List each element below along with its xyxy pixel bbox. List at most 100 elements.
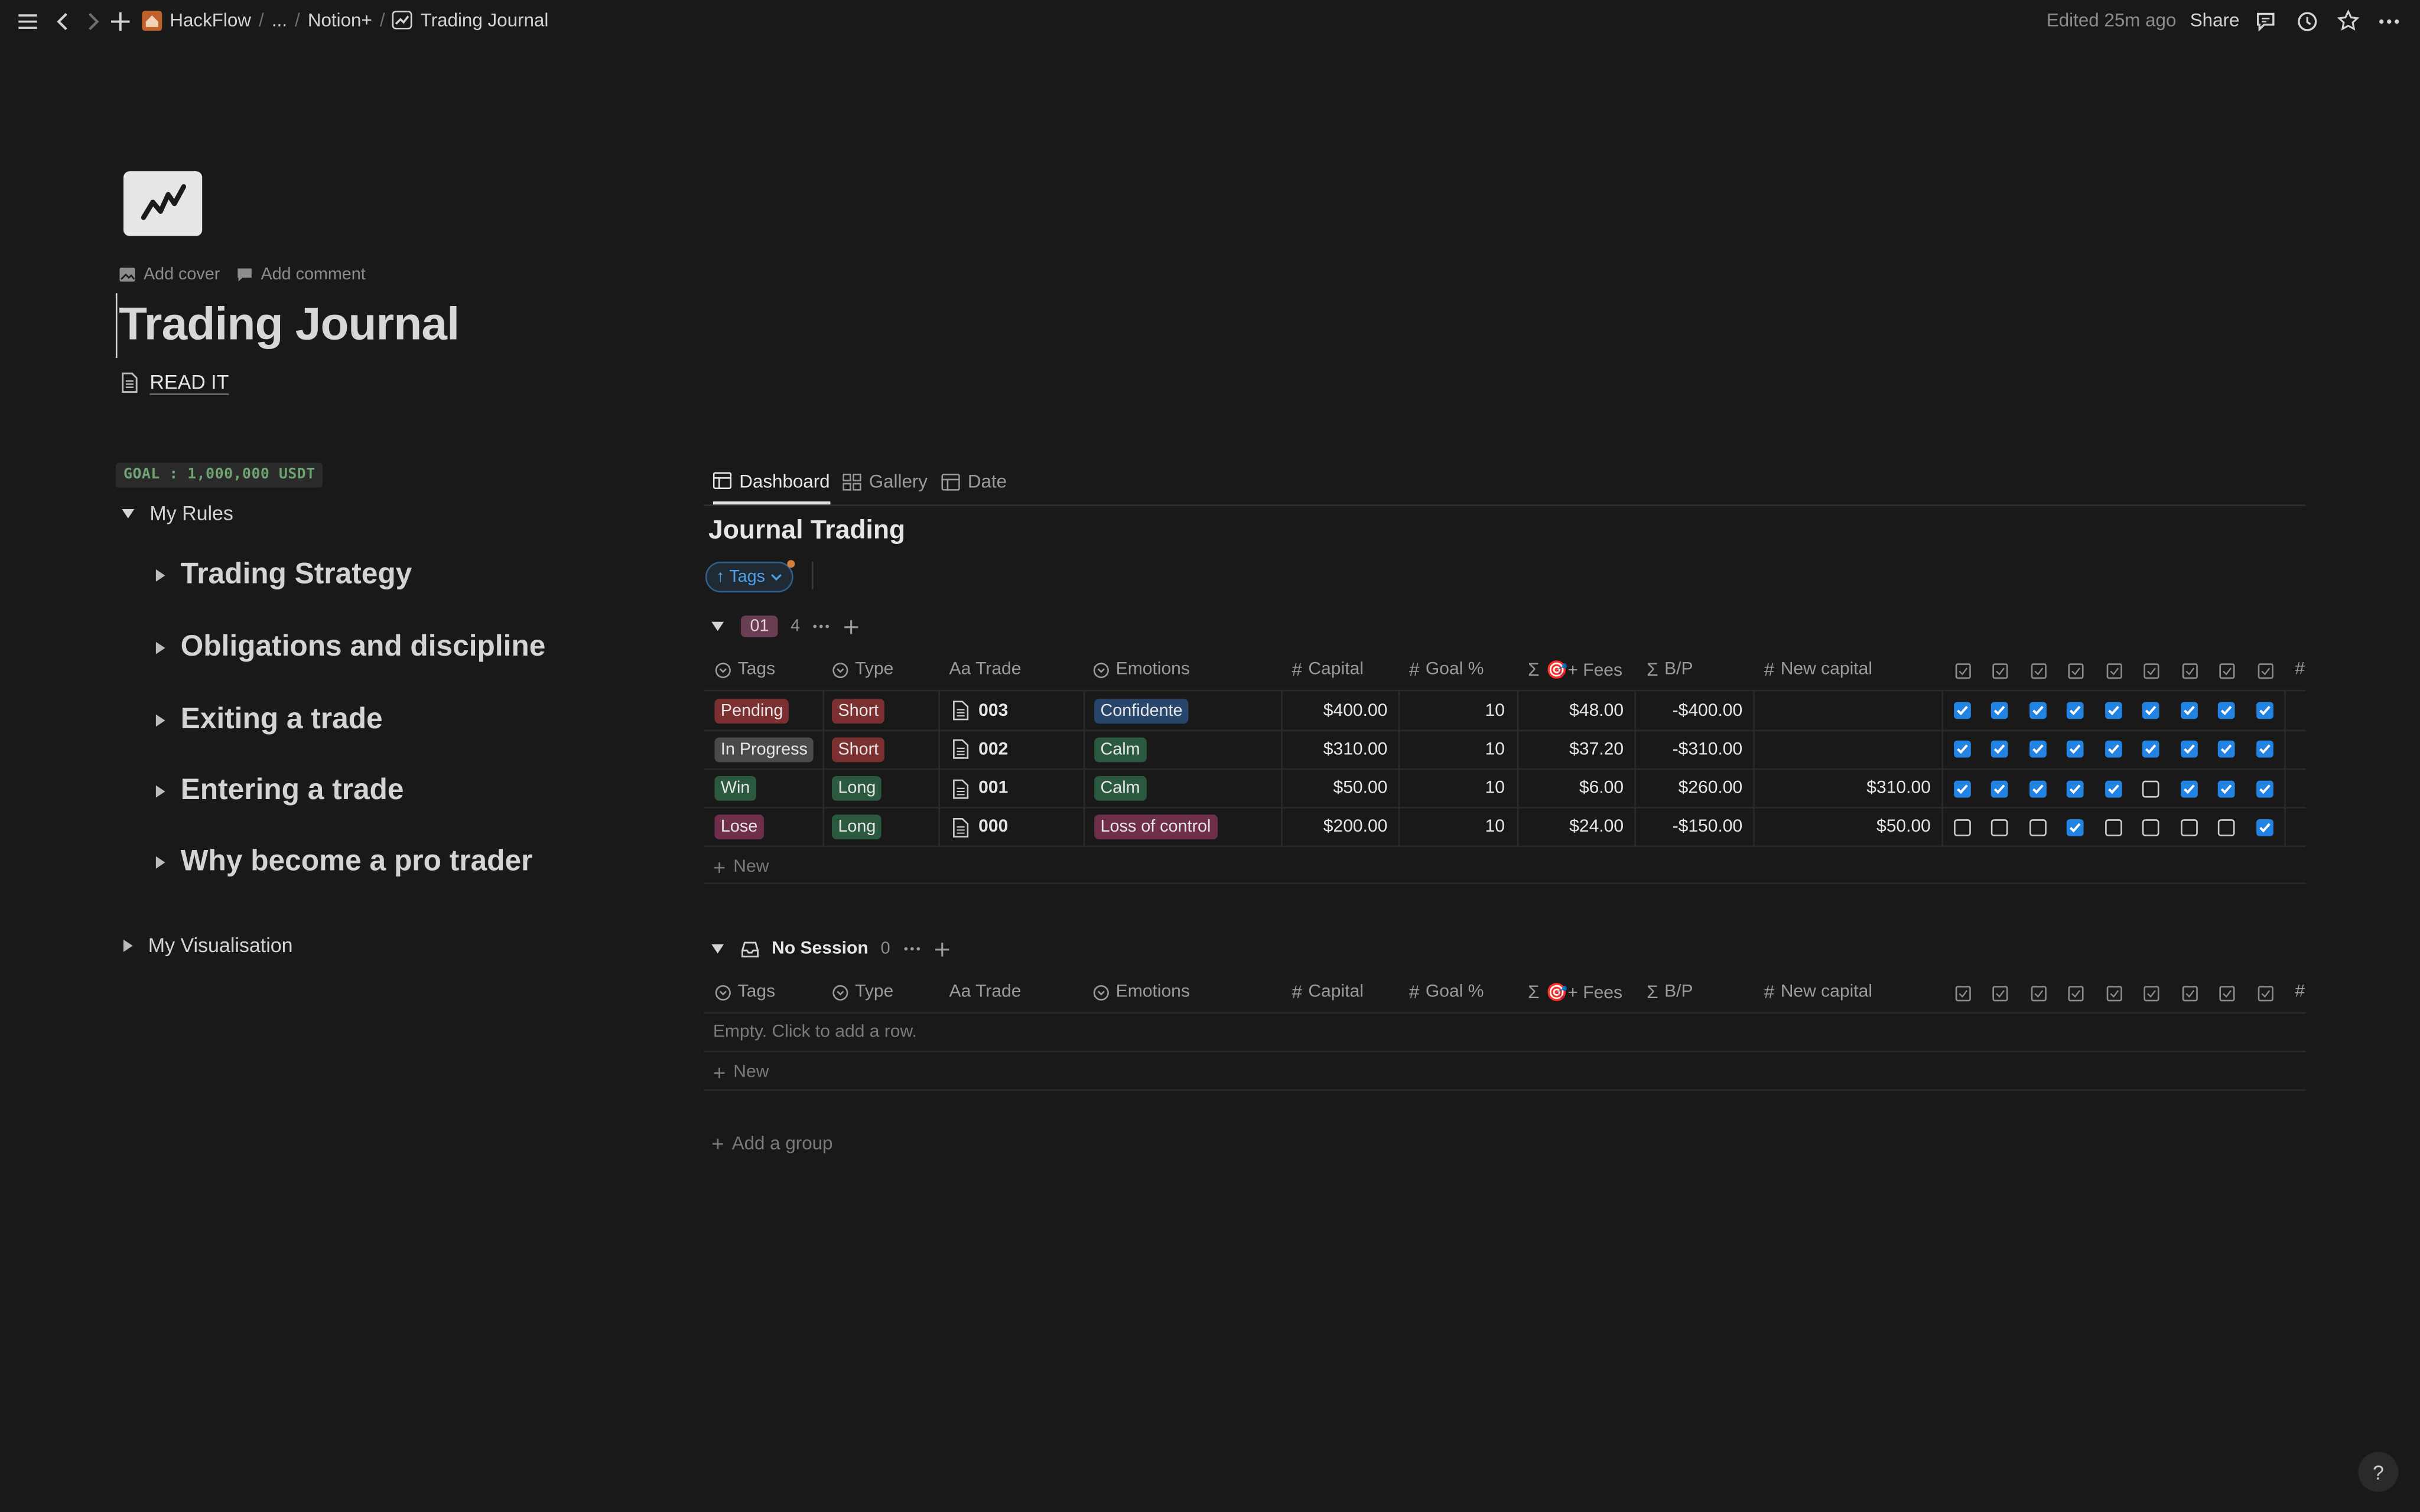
type-cell[interactable]: Long	[832, 769, 882, 807]
checkbox-column-header-icon[interactable]	[2106, 986, 2122, 1002]
trade-cell[interactable]: 000	[952, 809, 1008, 847]
group-name[interactable]: No Session	[772, 939, 869, 959]
emotion-cell[interactable]: Calm	[1094, 769, 1147, 807]
breadcrumb-item-hackflow[interactable]: HackFlow	[170, 9, 251, 31]
type-cell[interactable]: Short	[832, 691, 885, 729]
favorite-star-icon[interactable]	[2337, 9, 2360, 32]
checkbox[interactable]	[1954, 819, 1971, 836]
group-add-icon[interactable]	[843, 618, 860, 635]
checkbox-column-header-icon[interactable]	[1955, 986, 1971, 1002]
trade-cell[interactable]: 001	[952, 769, 1008, 807]
checkbox[interactable]	[1990, 741, 2008, 758]
checkbox[interactable]	[2029, 780, 2047, 797]
column-header[interactable]: Aa Trade	[949, 650, 1022, 690]
my-visualisation-toggle[interactable]: My Visualisation	[123, 933, 293, 957]
empty-state-text[interactable]: Empty. Click to add a row.	[713, 1022, 917, 1041]
breadcrumb-item-notion[interactable]: Notion+	[307, 9, 372, 31]
column-header[interactable]: # New capital	[1764, 650, 1872, 690]
checkbox[interactable]	[2066, 780, 2084, 797]
page-title[interactable]: Trading Journal	[115, 293, 460, 359]
checkbox[interactable]	[2256, 780, 2273, 797]
help-button[interactable]: ?	[2358, 1452, 2399, 1493]
group-badge[interactable]: 01	[740, 615, 779, 637]
fees-cell[interactable]: $37.20	[1520, 730, 1624, 768]
column-header[interactable]: # Capital	[1292, 650, 1363, 690]
checkbox[interactable]	[1990, 780, 2008, 797]
bp-cell[interactable]: -$400.00	[1638, 691, 1743, 729]
page-chart-icon[interactable]	[123, 171, 203, 236]
bp-cell[interactable]: -$150.00	[1638, 809, 1743, 847]
tag-cell[interactable]: In Progress	[714, 730, 814, 768]
checkbox-column-header-icon[interactable]	[2258, 663, 2273, 679]
bp-cell[interactable]: $260.00	[1638, 769, 1743, 807]
forward-arrow-icon[interactable]	[83, 11, 102, 32]
checkbox[interactable]	[2256, 741, 2273, 758]
column-header[interactable]: Emotions	[1092, 650, 1190, 690]
column-header[interactable]: Σ B/P	[1647, 650, 1693, 690]
checkbox[interactable]	[2142, 741, 2159, 758]
checkbox[interactable]	[2217, 702, 2235, 719]
column-header[interactable]: Σ 🎯+ Fees	[1528, 972, 1622, 1012]
column-header[interactable]: # New capital	[1764, 972, 1872, 1012]
tab-dashboard[interactable]: Dashboard	[713, 460, 830, 505]
checkbox[interactable]	[2181, 741, 2198, 758]
goal-cell[interactable]: 10	[1401, 691, 1505, 729]
column-header[interactable]: # Goal %	[1409, 972, 1484, 1012]
add-comment-button[interactable]: Add comment	[236, 265, 366, 284]
checkbox-column-header-icon[interactable]	[2068, 986, 2084, 1002]
goal-cell[interactable]: 10	[1401, 769, 1505, 807]
checkbox[interactable]	[1990, 819, 2008, 836]
breadcrumb-item-trading-journal[interactable]: Trading Journal	[420, 9, 549, 31]
column-header[interactable]: Tags	[714, 650, 775, 690]
group-more-icon[interactable]	[903, 941, 921, 956]
checkbox[interactable]	[1954, 741, 1971, 758]
type-cell[interactable]: Short	[832, 730, 885, 768]
rule-toggle-exiting[interactable]: Exiting a trade	[155, 703, 383, 737]
column-header[interactable]: Σ 🎯+ Fees	[1528, 650, 1622, 690]
checkbox[interactable]	[2066, 702, 2084, 719]
more-options-icon[interactable]	[2377, 11, 2402, 32]
new-row-button[interactable]: + New	[713, 1060, 769, 1085]
checkbox[interactable]	[1990, 702, 2008, 719]
new-page-plus-icon[interactable]	[109, 11, 131, 32]
checkbox[interactable]	[2142, 780, 2159, 797]
tag-cell[interactable]: Pending	[714, 691, 789, 729]
checkbox-column-header-icon[interactable]	[2106, 663, 2122, 679]
fees-cell[interactable]: $6.00	[1520, 769, 1624, 807]
group-more-icon[interactable]	[812, 619, 831, 634]
checkbox[interactable]	[2029, 741, 2047, 758]
checkbox[interactable]	[2181, 780, 2198, 797]
checkbox[interactable]	[2029, 702, 2047, 719]
rule-toggle-why-pro[interactable]: Why become a pro trader	[155, 846, 532, 879]
trade-cell[interactable]: 002	[952, 730, 1008, 768]
checkbox[interactable]	[2256, 819, 2273, 836]
checkbox-column-header-icon[interactable]	[2219, 663, 2235, 679]
emotion-cell[interactable]: Loss of control	[1094, 809, 1217, 847]
tab-gallery[interactable]: Gallery	[843, 460, 928, 503]
capital-cell[interactable]: $50.00	[1284, 769, 1387, 807]
rule-toggle-obligations[interactable]: Obligations and discipline	[155, 631, 545, 664]
checkbox-column-header-icon[interactable]	[2182, 986, 2198, 1002]
column-header[interactable]: # Capital	[1292, 972, 1363, 1012]
group-add-icon[interactable]	[933, 940, 951, 957]
trade-cell[interactable]: 003	[952, 691, 1008, 729]
emotion-cell[interactable]: Calm	[1094, 730, 1147, 768]
checkbox[interactable]	[2217, 780, 2235, 797]
checkbox-column-header-icon[interactable]	[2031, 986, 2047, 1002]
checkbox[interactable]	[2181, 702, 2198, 719]
checkbox[interactable]	[2256, 702, 2273, 719]
capital-cell[interactable]: $310.00	[1284, 730, 1388, 768]
share-button[interactable]: Share	[2190, 9, 2240, 31]
breadcrumb-item-ellipsis[interactable]: ...	[271, 9, 287, 31]
column-header[interactable]: #	[2295, 972, 2305, 1012]
checkbox[interactable]	[2066, 819, 2084, 836]
goal-cell[interactable]: 10	[1401, 809, 1505, 847]
checkbox[interactable]	[2105, 702, 2122, 719]
checkbox-column-header-icon[interactable]	[1992, 663, 2008, 679]
checkbox[interactable]	[2217, 819, 2235, 836]
checkbox[interactable]	[1954, 702, 1971, 719]
database-title[interactable]: Journal Trading	[708, 515, 906, 545]
checkbox-column-header-icon[interactable]	[2143, 663, 2159, 679]
checkbox-column-header-icon[interactable]	[2143, 986, 2159, 1002]
tab-date[interactable]: Date	[941, 460, 1007, 503]
